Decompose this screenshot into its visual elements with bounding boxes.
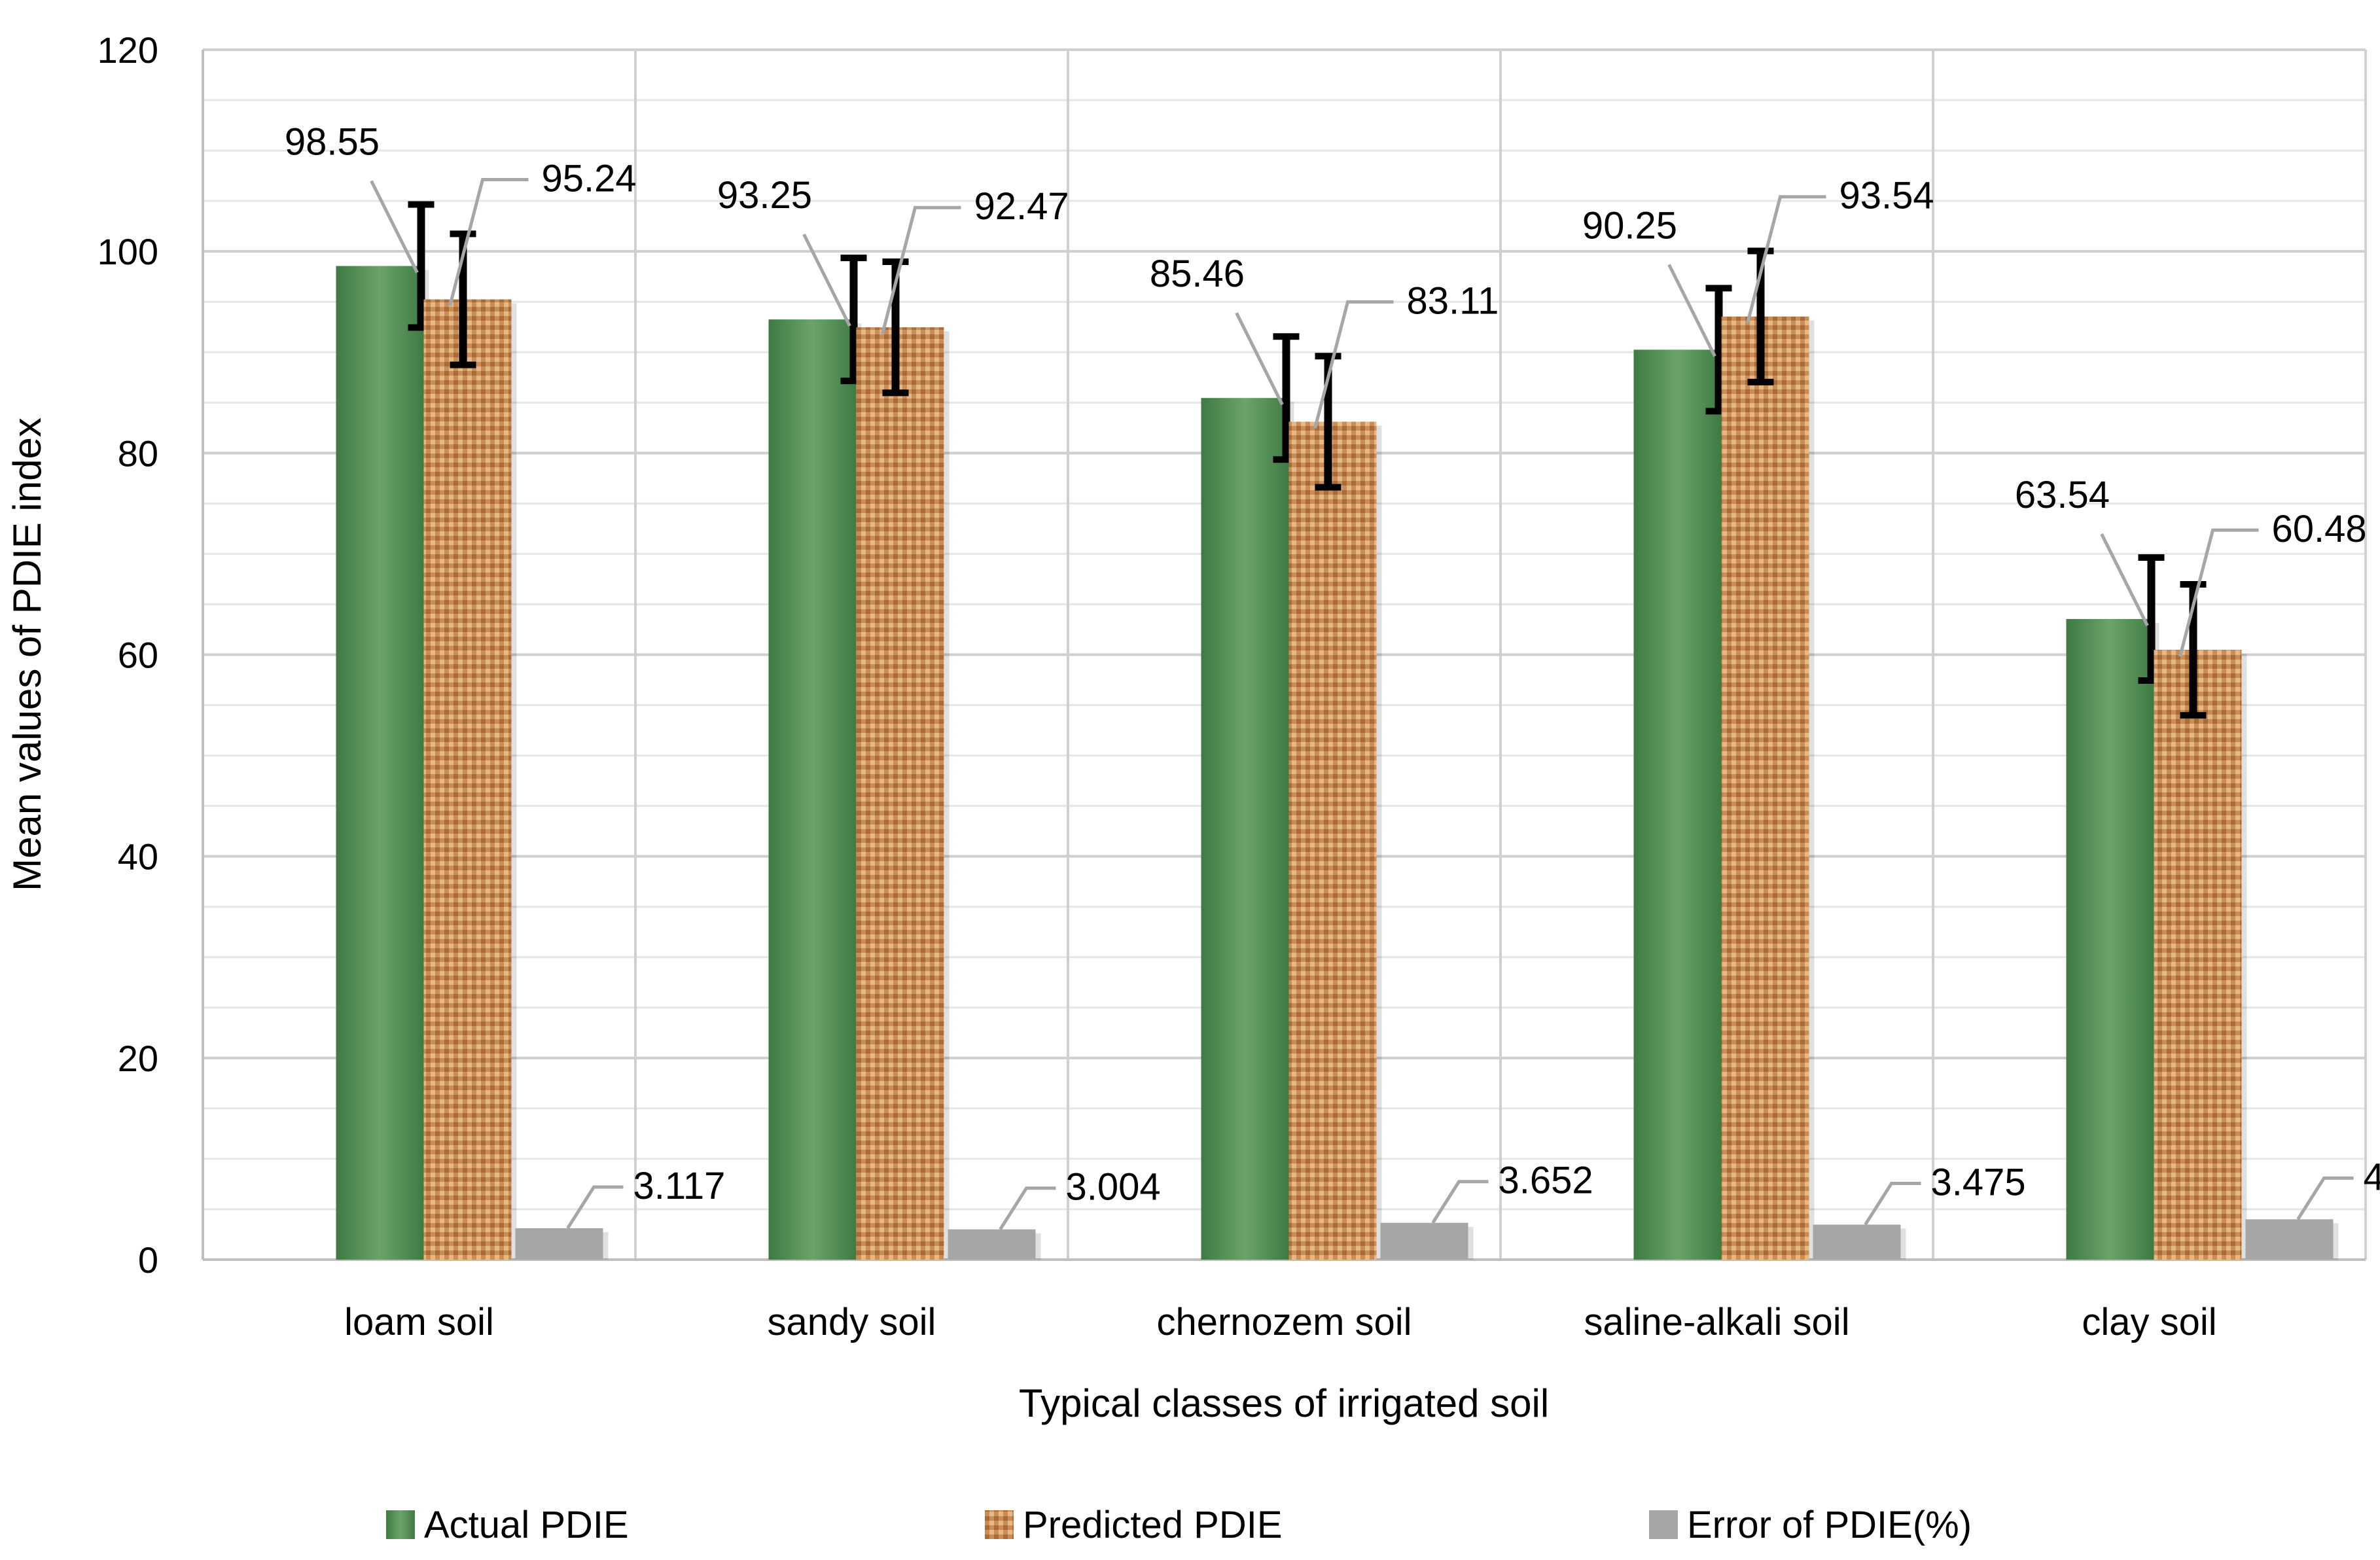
label-leader-line bbox=[448, 178, 529, 307]
predicted-bar bbox=[2154, 650, 2242, 1260]
label-leader-line bbox=[1667, 264, 1716, 357]
legend-label: Predicted PDIE bbox=[1023, 1504, 1283, 1546]
data-label: 93.54 bbox=[1839, 175, 1934, 217]
data-label: 3.652 bbox=[1499, 1160, 1593, 1202]
x-axis-title: Typical classes of irrigated soil bbox=[1019, 1381, 1549, 1425]
actual-bar bbox=[768, 319, 857, 1260]
label-leader-line bbox=[999, 1186, 1056, 1231]
bars bbox=[336, 201, 2339, 1260]
legend-item: Actual PDIE bbox=[386, 1504, 629, 1546]
label-leader-line bbox=[2100, 533, 2149, 627]
data-label: 93.25 bbox=[717, 174, 812, 217]
data-labels: 98.55 95.24 3.117 93.25 92.47 3.004 85.46 83.11… bbox=[285, 121, 2380, 1231]
label-leader-line bbox=[2296, 1176, 2354, 1220]
label-leader-line bbox=[802, 234, 851, 327]
label-leader-line bbox=[1313, 300, 1394, 429]
error-bar bbox=[515, 1228, 603, 1260]
data-label: 95.24 bbox=[542, 158, 637, 200]
label-leader-line bbox=[370, 180, 419, 274]
error-bar bbox=[2245, 1219, 2334, 1260]
label-leader-line bbox=[566, 1185, 624, 1230]
data-label: 90.25 bbox=[1582, 204, 1677, 247]
data-label: 85.46 bbox=[1150, 253, 1245, 295]
legend-item: Predicted PDIE bbox=[985, 1504, 1283, 1546]
label-leader-line bbox=[1235, 312, 1284, 406]
legend-swatch bbox=[386, 1510, 415, 1539]
y-tick-label: 20 bbox=[118, 1038, 158, 1079]
y-axis-title: Mean values of PDIE index bbox=[5, 417, 49, 891]
legend-label: Actual PDIE bbox=[424, 1504, 629, 1546]
predicted-bar bbox=[1721, 316, 1809, 1260]
legend-swatch bbox=[985, 1510, 1014, 1539]
data-label: 3.117 bbox=[633, 1165, 726, 1207]
y-tick-label: 100 bbox=[98, 231, 158, 272]
legend-item: Error of PDIE(%) bbox=[1649, 1504, 1972, 1546]
error-bar bbox=[948, 1229, 1036, 1260]
label-leader-line bbox=[881, 205, 961, 334]
actual-bar bbox=[1201, 398, 1289, 1260]
label-leader-line bbox=[1746, 195, 1826, 324]
data-label: 92.47 bbox=[974, 185, 1069, 228]
y-tick-label: 40 bbox=[118, 836, 158, 878]
y-tick-label: 80 bbox=[118, 433, 158, 474]
y-tick-label: 0 bbox=[138, 1239, 158, 1281]
label-leader-line bbox=[1864, 1181, 1921, 1226]
x-tick-label: chernozem soil bbox=[1156, 1301, 1412, 1343]
data-label: 98.55 bbox=[285, 121, 380, 164]
data-label: 4.002 bbox=[2364, 1156, 2380, 1198]
legend-swatch bbox=[1649, 1510, 1678, 1539]
y-tick-label: 120 bbox=[98, 29, 158, 71]
data-label: 63.54 bbox=[2015, 474, 2110, 516]
x-tick-label: sandy soil bbox=[768, 1301, 936, 1343]
actual-bar bbox=[336, 266, 424, 1260]
legend: Actual PDIE Predicted PDIE Error of PDIE(%… bbox=[386, 1504, 1972, 1546]
actual-bar bbox=[2066, 618, 2154, 1260]
predicted-bar bbox=[423, 299, 512, 1260]
x-tick-label: clay soil bbox=[2082, 1301, 2216, 1343]
actual-bar bbox=[1633, 349, 1722, 1260]
x-tick-label: loam soil bbox=[344, 1301, 494, 1343]
data-label: 83.11 bbox=[1407, 279, 1499, 322]
x-tick-label: saline-alkali soil bbox=[1584, 1301, 1849, 1343]
y-tick-label: 60 bbox=[118, 635, 158, 676]
data-label: 60.48 bbox=[2272, 508, 2367, 550]
label-leader-line bbox=[1431, 1180, 1489, 1224]
error-bar bbox=[1380, 1222, 1468, 1260]
predicted-bar bbox=[856, 327, 944, 1260]
data-label: 3.475 bbox=[1931, 1161, 2026, 1203]
data-label: 3.004 bbox=[1066, 1166, 1161, 1209]
predicted-bar bbox=[1288, 421, 1377, 1260]
legend-label: Error of PDIE(%) bbox=[1687, 1504, 1972, 1546]
error-bar bbox=[1813, 1224, 1901, 1260]
label-leader-line bbox=[2178, 528, 2259, 657]
